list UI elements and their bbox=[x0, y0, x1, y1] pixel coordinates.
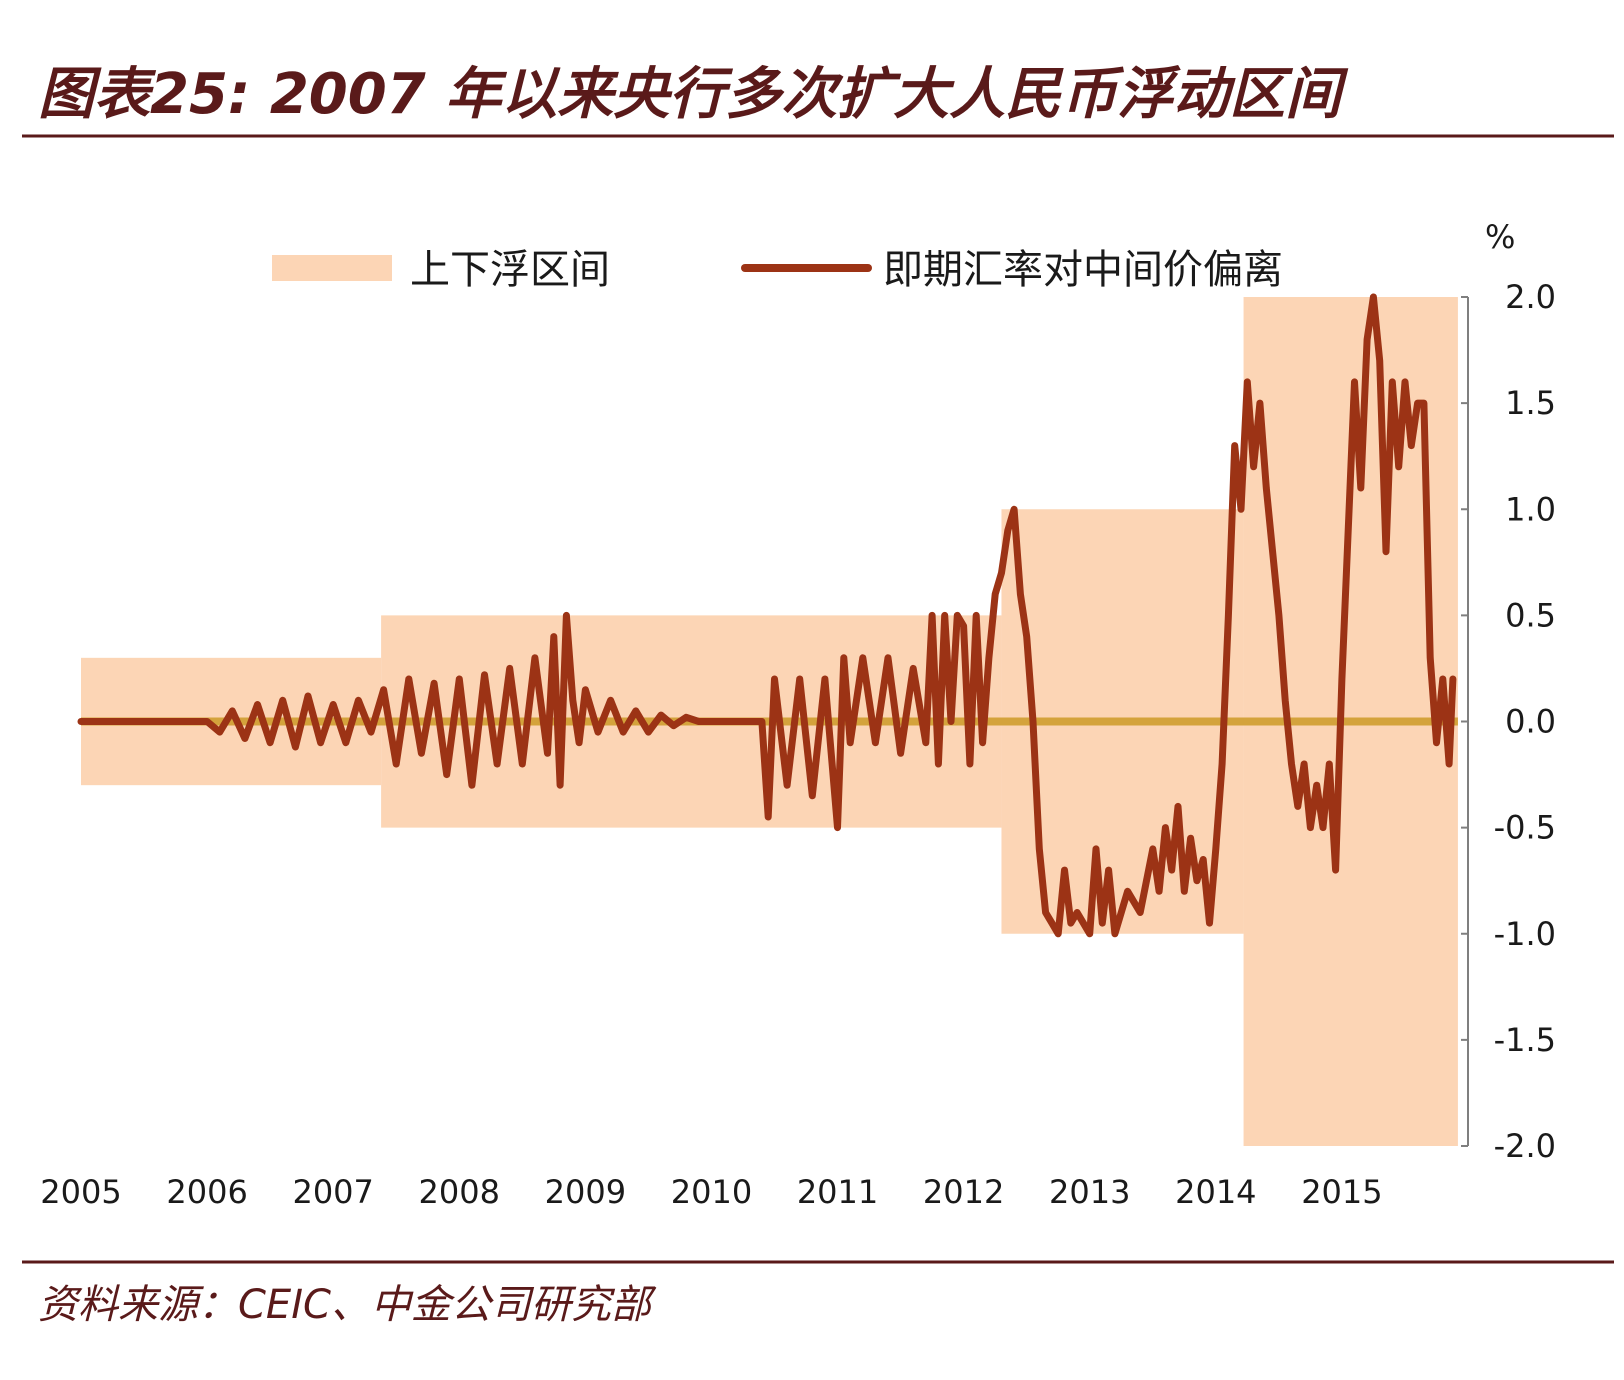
y-tick-label: -0.5 bbox=[1494, 809, 1556, 847]
y-tick-label: 1.0 bbox=[1505, 490, 1556, 528]
y-tick-label: 0.5 bbox=[1505, 596, 1556, 634]
x-tick-label: 2005 bbox=[40, 1173, 121, 1211]
y-tick-label: 2.0 bbox=[1505, 278, 1556, 316]
y-unit-label: % bbox=[1485, 218, 1515, 256]
x-tick-label: 2008 bbox=[419, 1173, 500, 1211]
x-tick-label: 2013 bbox=[1049, 1173, 1130, 1211]
legend-band-swatch bbox=[272, 255, 392, 281]
x-tick-label: 2010 bbox=[671, 1173, 752, 1211]
x-tick-label: 2015 bbox=[1301, 1173, 1382, 1211]
y-tick-label: -1.0 bbox=[1494, 915, 1556, 953]
figure-title: 图表25: 2007 年以来央行多次扩大人民币浮动区间 bbox=[38, 62, 1349, 127]
legend-band-label: 上下浮区间 bbox=[410, 247, 610, 293]
y-tick-label: -1.5 bbox=[1494, 1021, 1556, 1059]
y-axis: 2.0 1.5 1.0 0.5 0.0 -0.5 -1.0 -1.5 -2.0 bbox=[1461, 278, 1556, 1165]
source-note: 资料来源：CEIC、中金公司研究部 bbox=[38, 1282, 657, 1328]
x-tick-label: 2014 bbox=[1175, 1173, 1256, 1211]
x-tick-label: 2012 bbox=[923, 1173, 1004, 1211]
y-tick-label: 0.0 bbox=[1505, 703, 1556, 741]
x-tick-label: 2009 bbox=[545, 1173, 626, 1211]
legend-line-label: 即期汇率对中间价偏离 bbox=[883, 247, 1283, 293]
y-tick-label: 1.5 bbox=[1505, 384, 1556, 422]
x-axis: 2005 2006 2007 2008 2009 2010 2011 2012 2013 2014… bbox=[40, 1173, 1382, 1211]
x-tick-label: 2006 bbox=[166, 1173, 247, 1211]
y-tick-label: -2.0 bbox=[1494, 1127, 1556, 1165]
legend: 上下浮区间 即期汇率对中间价偏离 bbox=[272, 247, 1283, 293]
x-tick-label: 2011 bbox=[797, 1173, 878, 1211]
deviation-line-series bbox=[77, 293, 1457, 938]
x-tick-label: 2007 bbox=[292, 1173, 373, 1211]
